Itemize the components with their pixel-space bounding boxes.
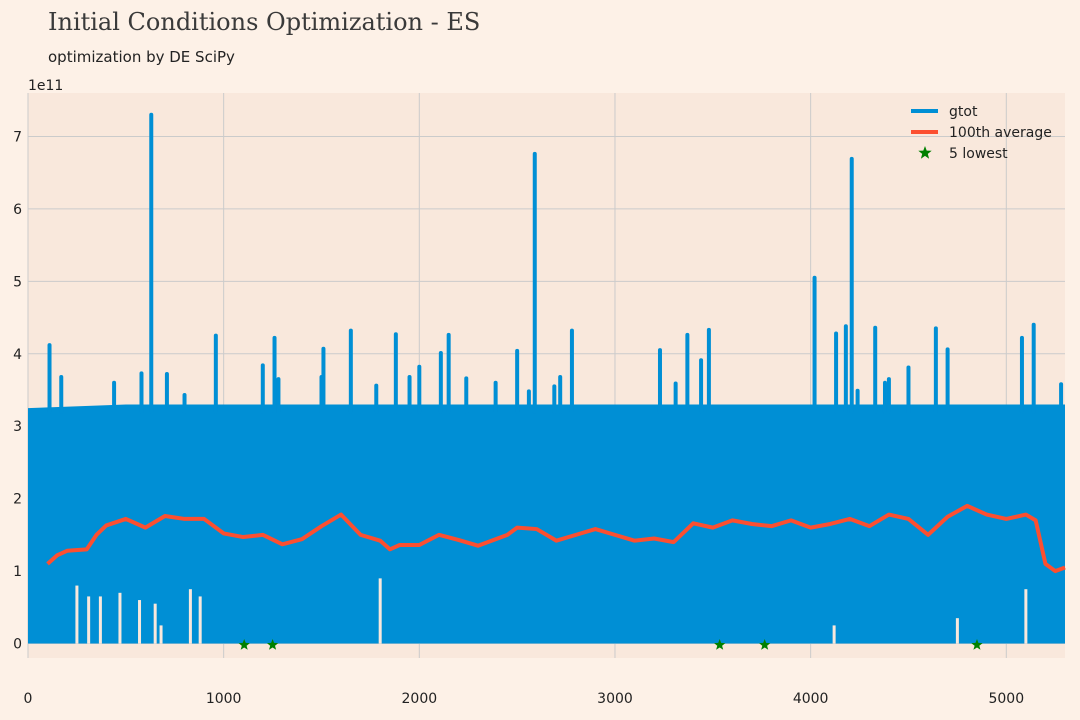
series-gtot: [28, 112, 1065, 644]
y-tick-label: 5: [13, 274, 22, 290]
lowest-star: [714, 639, 726, 650]
gtot-band: [28, 404, 1065, 644]
legend-swatch-lowest: [918, 146, 932, 159]
x-tick-label: 5000: [988, 691, 1024, 707]
y-multiplier-label: 1e11: [28, 78, 63, 94]
x-tick-label: 4000: [793, 691, 829, 707]
chart-title: Initial Conditions Optimization - ES: [48, 8, 481, 36]
y-tick-label: 2: [13, 492, 22, 508]
x-tick-label: 3000: [597, 691, 633, 707]
y-tick-label: 0: [13, 637, 22, 653]
x-tick-label: 0: [24, 691, 33, 707]
x-tick-label: 1000: [206, 691, 242, 707]
average-line: [46, 503, 1066, 574]
series-5-lowest: [238, 639, 983, 650]
legend-label: 100th average: [949, 125, 1052, 141]
x-tick-label: 2000: [402, 691, 438, 707]
lowest-star: [759, 639, 771, 650]
legend-label: 5 lowest: [949, 146, 1008, 162]
chart-subtitle: optimization by DE SciPy: [48, 48, 235, 66]
y-tick-label: 1: [13, 564, 22, 580]
y-tick-label: 6: [13, 202, 22, 218]
lowest-star: [971, 639, 983, 650]
axis-ticks: 0 1000 2000 3000 4000 5000 0 1 2 3 4 5 6 7: [13, 129, 1024, 707]
legend-label: gtot: [949, 104, 978, 120]
series-100th-average: [46, 503, 1066, 574]
y-tick-label: 7: [13, 129, 22, 145]
lowest-star: [238, 639, 250, 650]
y-tick-label: 4: [13, 347, 22, 363]
legend: gtot 100th average 5 lowest: [911, 104, 1052, 162]
lowest-star: [266, 639, 279, 650]
y-tick-label: 3: [13, 419, 22, 435]
